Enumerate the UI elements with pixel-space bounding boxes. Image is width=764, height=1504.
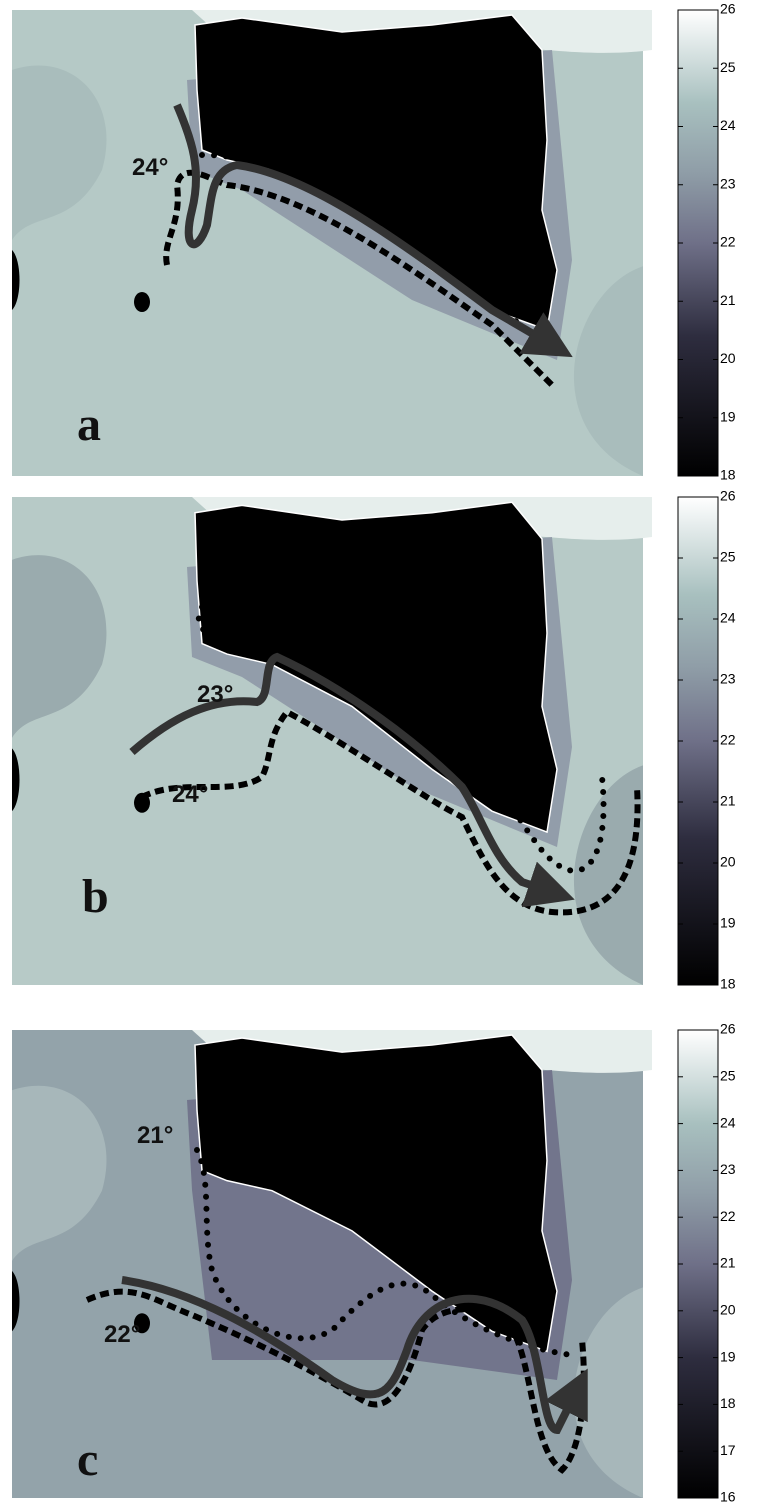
map-panel: 23° 24° b (12, 497, 652, 985)
colorbar-tick-label: 19 (720, 915, 736, 931)
sicily (194, 501, 558, 834)
colorbar-tick-label: 21 (720, 793, 736, 809)
colorbar-tick-label: 20 (720, 1302, 736, 1318)
isotherm-dotted (194, 1147, 575, 1358)
sea-patch (573, 1287, 643, 1498)
isotherm-label: 23° (197, 681, 233, 708)
colorbar-tick-label: 19 (720, 1348, 736, 1364)
isotherm-dashed (140, 708, 641, 916)
current-arrow (129, 652, 575, 908)
colorbar-tick-label: 24 (720, 610, 736, 626)
colorbar (677, 1029, 719, 1499)
colorbar-tick-label: 17 (720, 1442, 736, 1458)
colorbar-tick-label: 16 (720, 1489, 736, 1504)
panel-label: a (77, 398, 101, 451)
colorbar-tick-label: 25 (720, 1068, 736, 1084)
current-arrow (173, 103, 573, 358)
isotherm-dashed (163, 169, 555, 388)
isotherm-label: 24° (172, 781, 208, 808)
colorbar-tick-label: 26 (720, 488, 736, 504)
colorbar-tick-label: 19 (720, 408, 736, 424)
current-arrow (121, 1276, 588, 1435)
sea-patch (12, 65, 107, 240)
colorbar-tick-label: 25 (720, 549, 736, 565)
island (12, 1271, 20, 1332)
colorbar-tick-label: 26 (720, 1, 736, 17)
island (12, 748, 20, 812)
colorbar-tick-label: 22 (720, 234, 736, 250)
colorbar-tick-label: 25 (720, 59, 736, 75)
island (12, 250, 20, 310)
colorbar-tick-label: 20 (720, 854, 736, 870)
isotherm-label: 24° (132, 154, 168, 181)
island (134, 292, 150, 312)
sea-patch (12, 555, 107, 738)
colorbar-tick-label: 24 (720, 117, 736, 133)
colorbar-tick-label: 21 (720, 292, 736, 308)
colorbar-tick-label: 18 (720, 467, 736, 483)
panel-label: b (82, 870, 109, 923)
panel-label: c (77, 1433, 98, 1486)
colorbar-tick-label: 22 (720, 732, 736, 748)
colorbar (677, 496, 719, 986)
sea-patch (12, 1085, 107, 1261)
colorbar (677, 9, 719, 477)
sicily (194, 1034, 558, 1353)
colorbar-tick-label: 23 (720, 671, 736, 687)
colorbar-tick-label: 18 (720, 1395, 736, 1411)
colorbar-tick-label: 22 (720, 1208, 736, 1224)
colorbar-tick-label: 23 (720, 1161, 736, 1177)
island (134, 1313, 150, 1334)
isotherm-dashed (85, 1288, 587, 1474)
colorbar-tick-label: 26 (720, 1021, 736, 1037)
colorbar-tick-label: 20 (720, 350, 736, 366)
map-panel: 24° a (12, 10, 652, 476)
sicily (194, 14, 558, 332)
colorbar-tick-label: 21 (720, 1255, 736, 1271)
isotherm-label: 22° (104, 1321, 140, 1348)
sea-patch (573, 765, 643, 985)
colorbar-tick-label: 24 (720, 1114, 736, 1130)
isotherm-dotted (195, 604, 607, 874)
isotherm-label: 21° (137, 1122, 173, 1149)
sea-patch (573, 266, 643, 476)
colorbar-tick-label: 18 (720, 976, 736, 992)
colorbar-tick-label: 23 (720, 175, 736, 191)
map-panel: 21° 22° c (12, 1030, 652, 1498)
